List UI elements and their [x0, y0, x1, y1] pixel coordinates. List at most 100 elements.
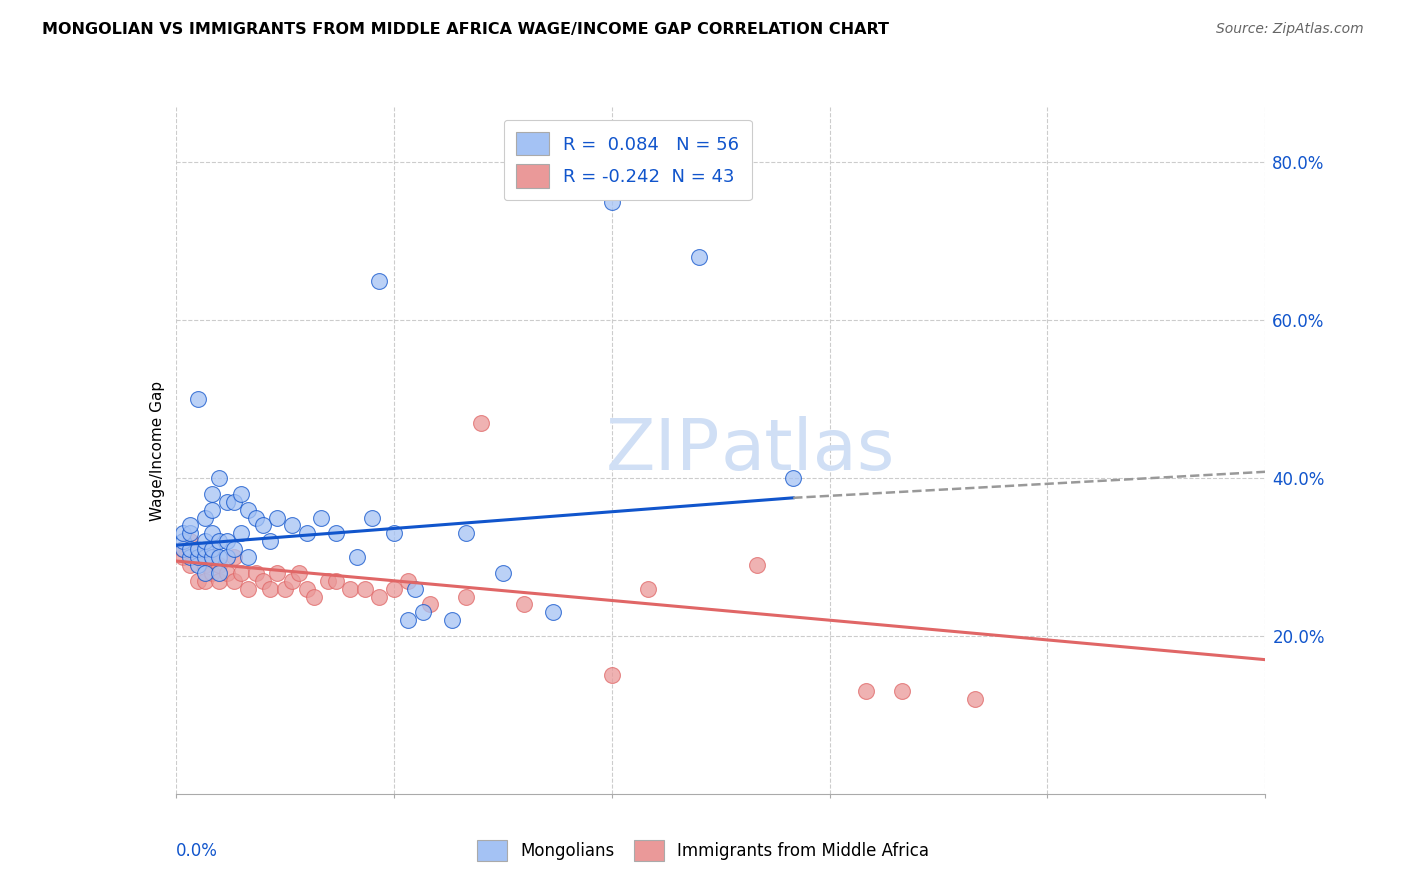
Point	[194, 566, 217, 580]
Point	[470, 416, 492, 430]
Point	[201, 542, 224, 557]
Point	[172, 542, 194, 557]
Point	[281, 574, 304, 588]
Legend: Mongolians, Immigrants from Middle Africa: Mongolians, Immigrants from Middle Afric…	[470, 833, 936, 868]
Point	[245, 566, 267, 580]
Point	[186, 392, 209, 406]
Point	[963, 692, 986, 706]
Point	[688, 250, 710, 264]
Point	[238, 549, 260, 564]
Point	[201, 549, 224, 564]
Point	[266, 566, 288, 580]
Point	[172, 534, 194, 549]
Point	[325, 574, 347, 588]
Point	[179, 558, 201, 572]
Point	[396, 574, 419, 588]
Point	[238, 582, 260, 596]
Text: 0.0%: 0.0%	[176, 842, 218, 860]
Point	[412, 605, 434, 619]
Point	[208, 558, 231, 572]
Point	[288, 566, 311, 580]
Legend: R =  0.084   N = 56, R = -0.242  N = 43: R = 0.084 N = 56, R = -0.242 N = 43	[503, 120, 752, 200]
Point	[208, 549, 231, 564]
Text: atlas: atlas	[721, 416, 896, 485]
Point	[179, 542, 201, 557]
Point	[186, 542, 209, 557]
Point	[186, 558, 209, 572]
Point	[172, 549, 194, 564]
Point	[396, 613, 419, 627]
Point	[222, 542, 245, 557]
Point	[600, 668, 623, 682]
Point	[194, 574, 217, 588]
Point	[360, 510, 382, 524]
Point	[179, 526, 201, 541]
Point	[259, 534, 281, 549]
Point	[208, 566, 231, 580]
Point	[543, 605, 565, 619]
Point	[419, 598, 441, 612]
Point	[456, 590, 478, 604]
Point	[194, 510, 217, 524]
Point	[172, 526, 194, 541]
Text: ZIP: ZIP	[606, 416, 721, 485]
Point	[513, 598, 536, 612]
Point	[231, 487, 253, 501]
Point	[208, 471, 231, 485]
Point	[238, 502, 260, 516]
Point	[295, 582, 318, 596]
Point	[179, 549, 201, 564]
Point	[318, 574, 340, 588]
Point	[215, 534, 238, 549]
Point	[353, 582, 375, 596]
Point	[266, 510, 288, 524]
Point	[405, 582, 427, 596]
Point	[440, 613, 463, 627]
Point	[201, 487, 224, 501]
Point	[215, 566, 238, 580]
Point	[891, 684, 914, 698]
Point	[172, 542, 194, 557]
Point	[201, 526, 224, 541]
Point	[186, 549, 209, 564]
Point	[368, 590, 391, 604]
Point	[194, 558, 217, 572]
Point	[274, 582, 297, 596]
Point	[194, 542, 217, 557]
Text: Source: ZipAtlas.com: Source: ZipAtlas.com	[1216, 22, 1364, 37]
Point	[201, 549, 224, 564]
Point	[325, 526, 347, 541]
Point	[215, 495, 238, 509]
Point	[194, 549, 217, 564]
Point	[179, 518, 201, 533]
Point	[745, 558, 768, 572]
Point	[855, 684, 877, 698]
Point	[194, 534, 217, 549]
Point	[222, 574, 245, 588]
Point	[382, 582, 405, 596]
Point	[252, 574, 274, 588]
Point	[222, 495, 245, 509]
Point	[339, 582, 361, 596]
Point	[186, 574, 209, 588]
Point	[281, 518, 304, 533]
Point	[201, 502, 224, 516]
Point	[215, 549, 238, 564]
Point	[295, 526, 318, 541]
Point	[302, 590, 325, 604]
Point	[600, 194, 623, 209]
Point	[382, 526, 405, 541]
Point	[179, 534, 201, 549]
Point	[208, 534, 231, 549]
Point	[231, 566, 253, 580]
Point	[208, 574, 231, 588]
Point	[637, 582, 659, 596]
Point	[252, 518, 274, 533]
Point	[245, 510, 267, 524]
Point	[201, 566, 224, 580]
Point	[346, 549, 368, 564]
Point	[492, 566, 515, 580]
Point	[309, 510, 332, 524]
Point	[259, 582, 281, 596]
Point	[231, 526, 253, 541]
